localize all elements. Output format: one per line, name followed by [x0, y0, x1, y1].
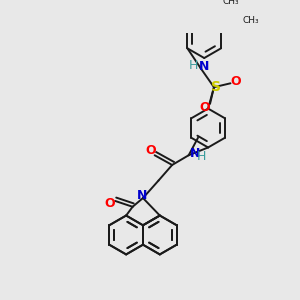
Text: CH₃: CH₃ [242, 16, 259, 25]
Text: O: O [145, 144, 155, 157]
Text: O: O [200, 101, 210, 114]
Text: S: S [211, 80, 221, 94]
Text: N: N [190, 147, 200, 160]
Text: N: N [137, 189, 147, 202]
Text: O: O [104, 197, 115, 210]
Text: N: N [199, 60, 209, 74]
Text: CH₃: CH₃ [222, 0, 239, 6]
Text: H: H [189, 59, 198, 73]
Text: H: H [197, 150, 207, 163]
Text: O: O [230, 75, 241, 88]
